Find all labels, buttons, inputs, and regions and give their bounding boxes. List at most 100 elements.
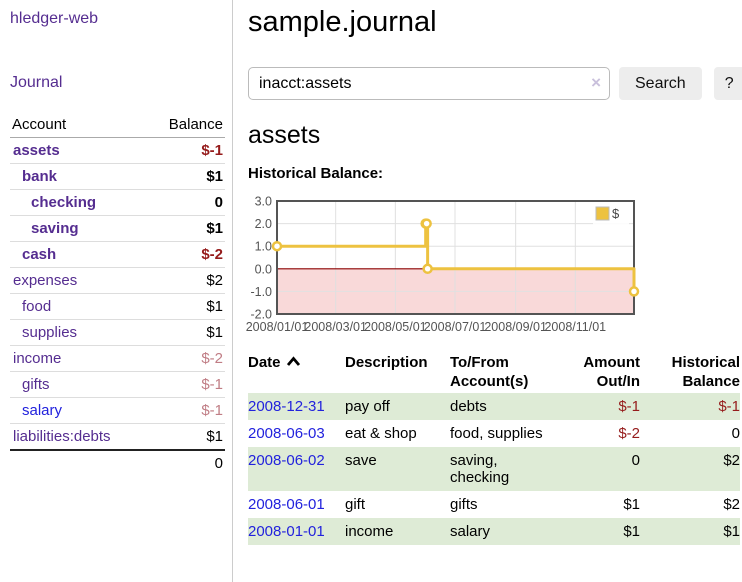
account-balance: $1 — [147, 215, 225, 242]
accounts-header-account: Account — [10, 112, 148, 138]
transaction-amount: $1 — [623, 523, 640, 540]
account-link-salary[interactable]: salary — [22, 402, 63, 419]
svg-text:2.0: 2.0 — [255, 217, 272, 231]
account-balance: 0 — [147, 189, 225, 216]
transaction-accounts: saving, checking — [450, 452, 510, 486]
account-link-checking[interactable]: checking — [31, 194, 97, 211]
svg-text:3.0: 3.0 — [255, 195, 272, 209]
register-row: 2008-06-01 gift gifts $1 $2 — [248, 491, 740, 518]
account-balance: $-1 — [147, 397, 225, 424]
register-header-accounts: To/From Account(s) — [450, 354, 529, 390]
transaction-balance: 0 — [731, 425, 740, 442]
account-row-cash: cash $-2 — [10, 241, 225, 268]
account-link-supplies[interactable]: supplies — [22, 324, 78, 341]
search-button[interactable]: Search — [619, 67, 702, 100]
page-title: sample.journal — [248, 6, 437, 38]
search-wrap: × — [248, 67, 610, 100]
transaction-accounts: gifts — [450, 496, 478, 513]
account-row-bank: bank $1 — [10, 163, 225, 190]
account-row-liabilities-debts: liabilities:debts $1 — [10, 423, 225, 451]
account-balance: $1 — [147, 163, 225, 190]
transaction-accounts: debts — [450, 398, 487, 415]
search-bar: × Search ? — [248, 67, 742, 100]
svg-text:2008/03/01: 2008/03/01 — [304, 320, 367, 334]
register-header-date[interactable]: Date — [248, 351, 345, 393]
transaction-date-link[interactable]: 2008-06-02 — [248, 452, 325, 469]
account-row-saving: saving $1 — [10, 215, 225, 242]
transaction-accounts: salary — [450, 523, 491, 540]
register-header-description: Description — [345, 354, 428, 371]
account-row-checking: checking 0 — [10, 189, 225, 216]
svg-text:1.0: 1.0 — [255, 240, 272, 254]
svg-text:$: $ — [612, 206, 620, 221]
accounts-header-row: Account Balance — [10, 112, 225, 138]
account-balance: $-2 — [147, 345, 225, 372]
transaction-amount: 0 — [631, 452, 640, 469]
account-balance: $2 — [147, 267, 225, 294]
register-row: 2008-01-01 income salary $1 $1 — [248, 518, 740, 545]
register-row: 2008-12-31 pay off debts $-1 $-1 — [248, 393, 740, 420]
transaction-amount: $-2 — [618, 425, 640, 442]
transaction-date-link[interactable]: 2008-12-31 — [248, 398, 325, 415]
transaction-amount: $1 — [623, 496, 640, 513]
accounts-total-value: 0 — [147, 449, 225, 476]
svg-text:2008/01/01: 2008/01/01 — [246, 320, 309, 334]
main-content: sample.journal × Search ? assets Histori… — [233, 0, 742, 545]
account-row-food: food $1 — [10, 293, 225, 320]
chart-title: Historical Balance: — [248, 165, 384, 182]
account-row-salary: salary $-1 — [10, 397, 225, 424]
account-balance: $1 — [147, 423, 225, 451]
account-link-gifts[interactable]: gifts — [22, 376, 50, 393]
transaction-date-link[interactable]: 2008-06-01 — [248, 496, 325, 513]
date-header-label: Date — [248, 354, 281, 371]
account-link-saving[interactable]: saving — [31, 220, 79, 237]
account-link-cash[interactable]: cash — [22, 246, 57, 263]
account-link-assets[interactable]: assets — [13, 142, 60, 159]
register-row: 2008-06-02 save saving, checking 0 $2 — [248, 447, 740, 491]
transaction-description: eat & shop — [345, 425, 417, 442]
account-row-assets: assets $-1 — [10, 137, 225, 164]
account-link-income[interactable]: income — [13, 350, 62, 367]
register-header-row: Date Description To/From Account(s) Amou… — [248, 351, 740, 393]
register-header-balance: Historical Balance — [671, 354, 740, 390]
historical-balance-chart: $3.0 2.0 1.0 0.0 -1.0 -2.02008/01/012008/03/0… — [246, 195, 640, 334]
accounts-header-balance: Balance — [147, 112, 225, 138]
help-button[interactable]: ? — [713, 67, 742, 100]
sort-ascending-icon — [286, 356, 300, 366]
account-row-supplies: supplies $1 — [10, 319, 225, 346]
sidebar-item-journal[interactable]: Journal — [10, 74, 63, 91]
account-link-food[interactable]: food — [22, 298, 52, 315]
transaction-description: save — [345, 452, 377, 469]
transaction-accounts: food, supplies — [450, 425, 543, 442]
account-balance: $-1 — [147, 137, 225, 164]
register-row: 2008-06-03 eat & shop food, supplies $-2… — [248, 420, 740, 447]
register-table: Date Description To/From Account(s) Amou… — [248, 351, 740, 545]
svg-text:0.0: 0.0 — [255, 262, 272, 276]
transaction-description: gift — [345, 496, 366, 513]
brand-link[interactable]: hledger-web — [10, 10, 99, 27]
account-link-bank[interactable]: bank — [22, 168, 58, 185]
accounts-table: Account Balance assets $-1 bank $1 check… — [10, 112, 225, 476]
svg-text:-1.0: -1.0 — [250, 285, 272, 299]
account-link-liabilities-debts[interactable]: liabilities:debts — [13, 428, 111, 445]
transaction-date-link[interactable]: 2008-06-03 — [248, 425, 325, 442]
clear-search-icon[interactable]: × — [591, 73, 601, 92]
transaction-description: income — [345, 523, 394, 540]
transaction-balance: $2 — [723, 496, 740, 513]
register-header-amount: Amount Out/In — [583, 354, 640, 390]
transaction-date-link[interactable]: 2008-01-01 — [248, 523, 325, 540]
accounts-total-row: 0 — [10, 449, 225, 476]
transaction-amount: $-1 — [618, 398, 640, 415]
account-heading: assets — [248, 121, 321, 149]
transaction-balance: $1 — [723, 523, 740, 540]
account-balance: $1 — [147, 319, 225, 346]
account-row-income: income $-2 — [10, 345, 225, 372]
svg-text:2008/09/01: 2008/09/01 — [484, 320, 547, 334]
account-row-gifts: gifts $-1 — [10, 371, 225, 398]
account-link-expenses[interactable]: expenses — [13, 272, 78, 289]
svg-text:2008/05/01: 2008/05/01 — [364, 320, 427, 334]
transaction-description: pay off — [345, 398, 390, 415]
search-input[interactable] — [248, 67, 610, 100]
svg-text:2008/11/01: 2008/11/01 — [544, 320, 606, 334]
svg-text:2008/07/01: 2008/07/01 — [424, 320, 487, 334]
